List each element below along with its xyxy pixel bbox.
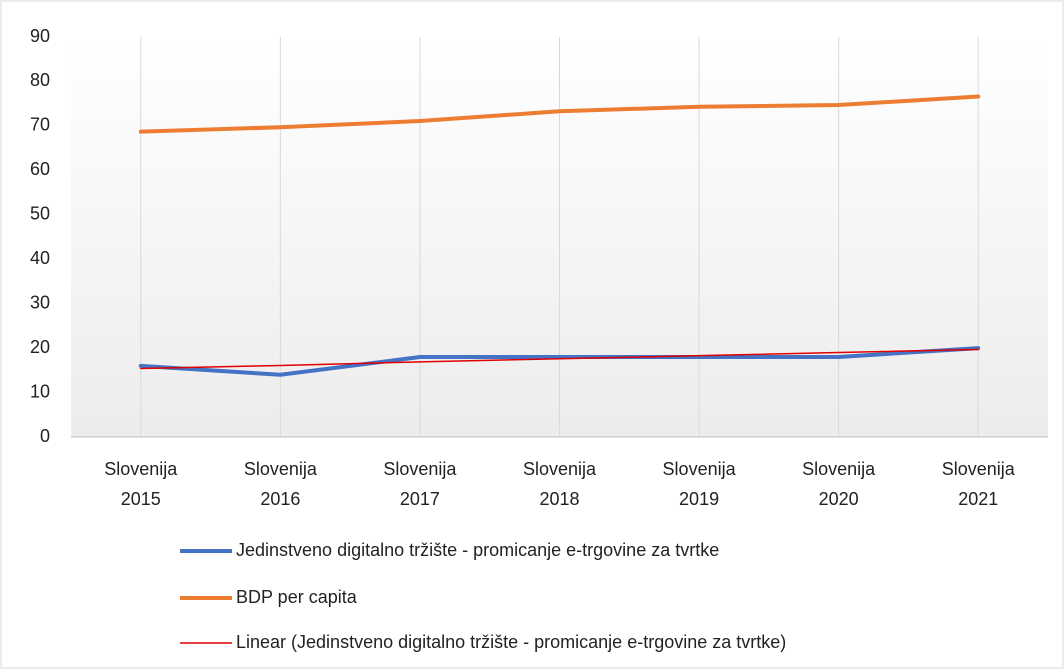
y-tick-label: 20	[30, 337, 50, 357]
series-line	[138, 346, 981, 377]
y-tick-label: 60	[30, 159, 50, 179]
y-tick-label: 50	[30, 204, 50, 224]
legend-label: Jedinstveno digitalno tržište - promican…	[236, 540, 719, 560]
series-line	[140, 348, 979, 370]
x-tick-label: Slovenija 2016	[244, 459, 318, 509]
legend-label: Linear (Jedinstveno digitalno tržište - …	[236, 632, 786, 652]
x-tick-label: Slovenija 2018	[523, 459, 597, 509]
y-tick-label: 30	[30, 292, 50, 312]
legend-label: BDP per capita	[236, 587, 358, 607]
y-tick-label: 90	[30, 26, 50, 46]
y-tick-label: 80	[30, 70, 50, 90]
y-tick-label: 40	[30, 248, 50, 268]
y-tick-label: 0	[40, 426, 50, 446]
y-tick-label: 10	[30, 381, 50, 401]
x-tick-label: Slovenija 2020	[802, 459, 876, 509]
series-line	[138, 94, 981, 134]
x-tick-label: Slovenija 2019	[663, 459, 737, 509]
x-tick-label: Slovenija 2015	[104, 459, 178, 509]
x-tick-label: Slovenija 2021	[942, 459, 1016, 509]
y-tick-label: 70	[30, 115, 50, 135]
x-tick-label: Slovenija 2017	[383, 459, 457, 509]
